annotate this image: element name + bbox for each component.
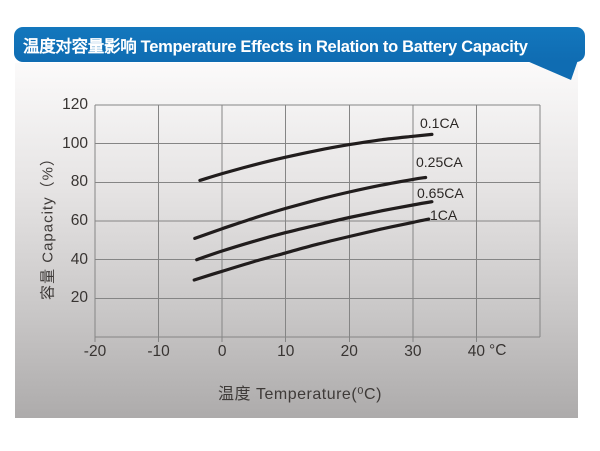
x-tick-label: -10 bbox=[147, 343, 170, 360]
gridlines bbox=[94, 104, 541, 338]
axis-tick-marks bbox=[94, 337, 477, 342]
y-tick-label: 40 bbox=[70, 250, 88, 268]
y-tick-label: 100 bbox=[62, 134, 88, 152]
chart-title-text: 温度对容量影响 Temperature Effects in Relation … bbox=[23, 37, 528, 56]
x-tick-label: 40 bbox=[467, 343, 486, 360]
curve-label-0.65CA: 0.65CA bbox=[417, 185, 464, 201]
curve-label-0.25CA: 0.25CA bbox=[416, 154, 463, 170]
y-tick-label: 20 bbox=[70, 289, 88, 307]
chart-gradient-panel bbox=[15, 63, 578, 418]
curve-0.1CA bbox=[198, 132, 434, 182]
x-tick-label: 0 bbox=[217, 343, 227, 360]
x-tick-label: 20 bbox=[340, 343, 358, 360]
chart-title-banner: 温度对容量影响 Temperature Effects in Relation … bbox=[14, 27, 585, 62]
y-tick-label: 60 bbox=[70, 212, 88, 229]
curve-0.65CA bbox=[195, 200, 434, 262]
x-tick-label: -20 bbox=[83, 343, 107, 360]
curve-label-1CA: 1CA bbox=[430, 207, 458, 223]
curve-1CA bbox=[192, 217, 431, 282]
x-axis-title: 温度 Temperature(⁰C) bbox=[218, 386, 382, 403]
y-tick-label: 120 bbox=[62, 96, 88, 113]
curve-0.25CA bbox=[193, 175, 428, 240]
y-tick-label: 80 bbox=[70, 173, 88, 191]
x-axis-unit-label: °C bbox=[489, 342, 507, 359]
x-tick-label: 30 bbox=[404, 343, 422, 360]
x-tick-label: 10 bbox=[277, 343, 295, 360]
y-axis-title: 容量 Capacity（%） bbox=[39, 150, 57, 300]
data-curves bbox=[192, 132, 434, 282]
curve-label-0.1CA: 0.1CA bbox=[420, 115, 459, 131]
